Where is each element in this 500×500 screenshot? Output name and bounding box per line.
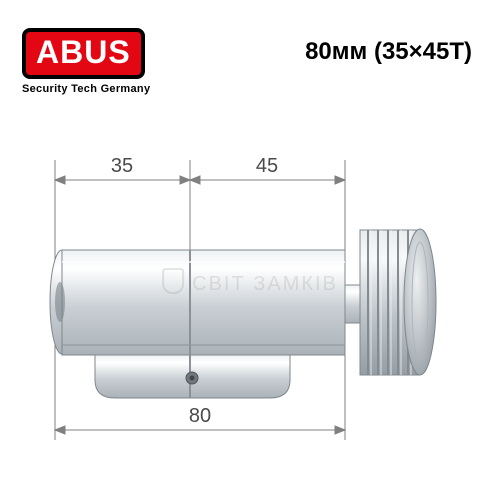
upper-dimensions xyxy=(55,176,345,184)
logo-text: ABUS xyxy=(36,34,131,70)
dim-right: 45 xyxy=(256,155,278,177)
product-dimension-title: 80мм (35×45T) xyxy=(305,38,472,66)
dim-total: 80 xyxy=(189,405,211,427)
logo-tagline: Security Tech Germany xyxy=(22,83,172,95)
lower-dimension xyxy=(55,426,345,434)
cylinder-diagram: 35 45 xyxy=(0,120,500,440)
thumb-turn-knob xyxy=(360,229,436,375)
brand-logo: ABUS Security Tech Germany xyxy=(22,28,172,95)
dim-left: 35 xyxy=(111,155,133,177)
cylinder-body xyxy=(50,250,345,398)
logo-badge: ABUS xyxy=(22,28,145,79)
diagram-svg: 35 45 xyxy=(0,120,500,440)
